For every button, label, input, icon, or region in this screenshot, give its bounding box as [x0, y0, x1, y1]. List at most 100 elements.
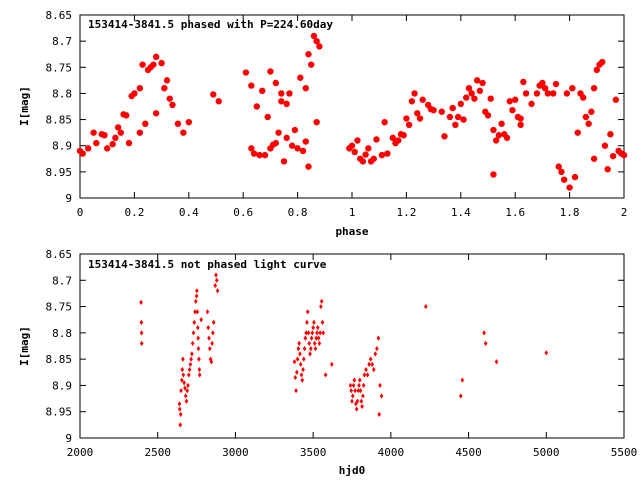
data-point: [305, 309, 310, 315]
data-point: [329, 361, 334, 367]
data-point: [490, 171, 497, 178]
data-point: [209, 359, 214, 365]
data-point: [457, 100, 464, 108]
data-point: [604, 166, 611, 173]
data-point: [93, 139, 100, 147]
data-point: [563, 90, 571, 97]
data-point: [302, 138, 309, 145]
data-point: [139, 299, 143, 305]
data-point: [181, 356, 185, 362]
data-point: [381, 118, 388, 126]
data-point: [494, 359, 499, 365]
data-point: [174, 120, 182, 127]
data-point: [186, 382, 190, 389]
data-point: [411, 90, 418, 97]
data-point: [291, 126, 299, 134]
data-point: [607, 131, 614, 138]
data-point: [468, 90, 475, 97]
data-point: [114, 124, 122, 131]
x-axis-label: hjd0: [339, 464, 366, 477]
data-point: [305, 51, 312, 58]
data-point: [294, 145, 301, 152]
data-point: [318, 330, 322, 336]
data-point: [460, 377, 465, 383]
data-point: [278, 98, 285, 105]
data-point: [211, 330, 215, 336]
data-point: [295, 356, 300, 362]
data-point: [319, 303, 323, 310]
data-point: [301, 356, 306, 362]
data-point: [294, 388, 298, 394]
data-point: [259, 87, 266, 95]
y-tick-label: 9: [65, 432, 72, 445]
data-point: [520, 78, 527, 86]
data-point: [199, 317, 204, 323]
data-point: [169, 101, 176, 109]
data-point: [373, 136, 380, 143]
data-point: [109, 140, 116, 148]
data-point: [150, 61, 157, 68]
data-point: [555, 163, 562, 170]
data-point: [441, 133, 448, 140]
data-point: [193, 298, 198, 304]
data-point: [378, 382, 382, 389]
data-point: [517, 121, 524, 128]
data-point: [375, 346, 379, 352]
data-point: [180, 129, 187, 136]
data-point: [424, 303, 428, 310]
data-point: [360, 403, 364, 410]
data-point: [286, 90, 293, 97]
data-point: [314, 335, 319, 341]
x-tick-label: 5000: [533, 446, 560, 459]
data-point: [193, 309, 197, 315]
data-point: [357, 377, 362, 383]
data-point: [248, 82, 255, 89]
data-point: [189, 356, 193, 362]
data-point: [352, 377, 357, 383]
data-point: [323, 372, 328, 378]
data-point: [303, 335, 308, 341]
data-point: [161, 85, 168, 92]
data-point: [465, 85, 473, 92]
data-point: [185, 118, 192, 126]
data-point: [90, 129, 97, 136]
data-point: [449, 104, 456, 112]
data-point: [550, 90, 557, 97]
data-point: [197, 372, 202, 378]
data-point: [370, 155, 377, 162]
data-point: [288, 142, 296, 149]
x-tick-label: 1.4: [451, 206, 471, 219]
data-point: [300, 377, 305, 383]
data-point: [438, 108, 445, 115]
y-axis-ticks: 8.65 8.7 8.75 8.8 8.85 8.9 8.95 9: [46, 9, 624, 205]
data-point: [139, 340, 144, 346]
data-point: [460, 116, 467, 123]
data-point: [196, 335, 200, 341]
data-point: [179, 388, 183, 394]
data-point: [365, 372, 370, 378]
data-point: [490, 126, 497, 134]
data-point: [405, 121, 413, 128]
data-point: [483, 340, 488, 346]
data-point: [377, 411, 382, 417]
data-point: [197, 356, 201, 362]
data-points: [76, 32, 628, 191]
data-point: [211, 319, 216, 325]
data-point: [495, 132, 503, 139]
data-point: [192, 319, 197, 325]
data-point: [370, 361, 375, 367]
data-point: [178, 411, 183, 417]
x-tick-label: 0.4: [179, 206, 199, 219]
x-tick-label: 0: [77, 206, 84, 219]
data-point: [484, 112, 492, 119]
data-point: [186, 372, 191, 378]
plot-frame: [79, 253, 625, 439]
data-point: [267, 68, 274, 75]
data-point: [487, 95, 494, 102]
data-point: [152, 53, 160, 61]
data-point: [319, 298, 324, 304]
data-point: [498, 120, 505, 127]
x-tick-label: 0.6: [233, 206, 253, 219]
y-tick-label: 8.7: [52, 35, 72, 48]
